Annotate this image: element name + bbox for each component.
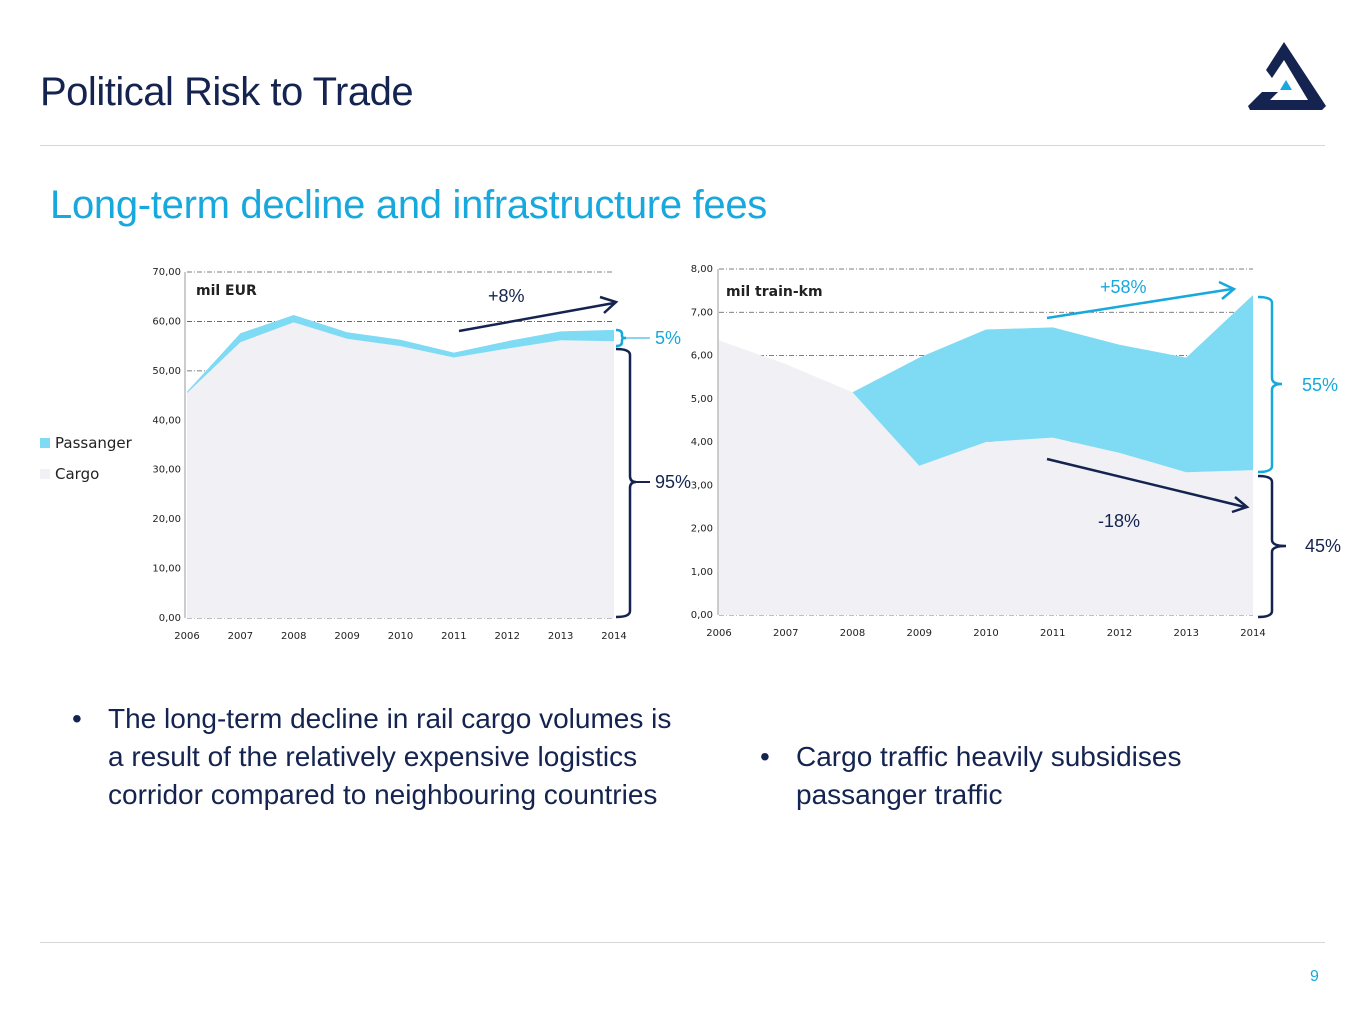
- x-tick-label: 2012: [495, 631, 520, 642]
- x-tick-label: 2009: [334, 631, 359, 642]
- y-tick-label: 50,00: [152, 366, 181, 377]
- y-tick-label: 10,00: [152, 564, 181, 575]
- x-tick-label: 2008: [281, 631, 306, 642]
- company-logo: [1248, 42, 1326, 110]
- bullet-right-text: Cargo traffic heavily subsidises passang…: [796, 741, 1182, 810]
- y-tick-label: 70,00: [152, 267, 181, 278]
- cargo-area: [719, 340, 1253, 615]
- unit-label: mil EUR: [196, 283, 257, 299]
- cargo-trend-label: -18%: [1098, 511, 1140, 531]
- passanger-trend-label: +58%: [1100, 277, 1147, 297]
- footer-divider: [40, 942, 1325, 943]
- revenue-area-chart: 0,0010,0020,0030,0040,0050,0060,0070,00 …: [40, 267, 691, 642]
- page-number: 9: [1310, 968, 1319, 985]
- x-tick-label: 2007: [773, 628, 798, 639]
- x-tick-label: 2007: [228, 631, 253, 642]
- y-tick-label: 3,00: [691, 480, 713, 491]
- section-subtitle: Long-term decline and infrastructure fee…: [50, 183, 767, 227]
- cargo-trend-arrow: [1046, 457, 1246, 509]
- x-tick-label: 2012: [1107, 628, 1132, 639]
- x-tick-label: 2011: [1040, 628, 1065, 639]
- y-tick-label: 1,00: [691, 567, 713, 578]
- x-tick-label: 2010: [388, 631, 413, 642]
- bullet-dot: •: [760, 741, 770, 772]
- x-tick-label: 2006: [706, 628, 731, 639]
- trend-arrowhead: [599, 295, 619, 314]
- page-title: Political Risk to Trade: [40, 70, 414, 114]
- y-tick-label: 7,00: [691, 307, 713, 318]
- passanger-share-label: 5%: [655, 328, 681, 348]
- bullet-dot: •: [72, 703, 82, 734]
- x-tick-label: 2011: [441, 631, 466, 642]
- trend-label: +8%: [488, 286, 525, 306]
- passanger-trend-arrowhead: [1218, 280, 1237, 300]
- cargo-share-label: 95%: [655, 472, 691, 492]
- y-tick-label: 2,00: [691, 524, 713, 535]
- y-tick-label: 20,00: [152, 514, 181, 525]
- x-tick-label: 2008: [840, 628, 865, 639]
- passanger-area: [719, 294, 1253, 473]
- passanger-share-label: 55%: [1302, 375, 1338, 395]
- cargo-area: [187, 322, 614, 618]
- x-tick-label: 2006: [174, 631, 199, 642]
- bullet-left: • The long-term decline in rail cargo vo…: [72, 700, 672, 814]
- unit-label: mil train-km: [726, 284, 823, 300]
- y-tick-label: 5,00: [691, 394, 713, 405]
- legend-label-passanger: Passanger: [55, 434, 133, 452]
- train-km-area-chart: 0,00 1,00 2,00 3,00 4,00 5,00 6,00 7,00 8,00 200…: [691, 264, 1341, 639]
- x-tick-label: 2014: [1240, 628, 1265, 639]
- y-tick-label: 4,00: [691, 437, 713, 448]
- bullet-left-text: The long-term decline in rail cargo volu…: [108, 703, 672, 810]
- y-tick-label: 30,00: [152, 465, 181, 476]
- bullet-right: • Cargo traffic heavily subsidises passa…: [760, 738, 1280, 814]
- x-tick-label: 2010: [973, 628, 998, 639]
- x-tick-label: 2013: [1174, 628, 1199, 639]
- logo-accent-triangle: [1280, 80, 1292, 90]
- y-tick-label: 8,00: [691, 264, 713, 275]
- x-tick-label: 2009: [907, 628, 932, 639]
- cargo-trend-arrowhead: [1231, 496, 1250, 514]
- legend-label-cargo: Cargo: [55, 465, 99, 483]
- header-divider: [40, 145, 1325, 146]
- trend-arrow: [458, 301, 615, 333]
- y-tick-label: 0,00: [691, 610, 713, 621]
- y-tick-label: 6,00: [691, 351, 713, 362]
- legend-swatch-cargo: [40, 469, 50, 479]
- y-tick-label: 0,00: [159, 613, 181, 624]
- cargo-share-label: 45%: [1305, 536, 1341, 556]
- cargo-share-bracket: [1257, 474, 1287, 619]
- legend-swatch-passanger: [40, 438, 50, 448]
- logo-triangle-mark: [1248, 42, 1326, 110]
- y-tick-label: 40,00: [152, 415, 181, 426]
- passanger-trend-arrow: [1046, 287, 1233, 320]
- passanger-share-bracket: [1257, 295, 1283, 474]
- x-tick-label: 2014: [601, 631, 626, 642]
- y-tick-label: 60,00: [152, 316, 181, 327]
- x-tick-label: 2013: [548, 631, 573, 642]
